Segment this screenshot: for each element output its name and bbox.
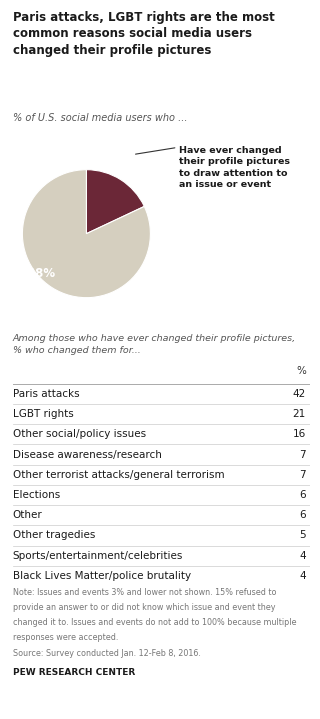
Text: provide an answer to or did not know which issue and event they: provide an answer to or did not know whi…: [13, 603, 275, 613]
Text: Source: Survey conducted Jan. 12-Feb 8, 2016.: Source: Survey conducted Jan. 12-Feb 8, …: [13, 649, 201, 658]
Text: 5: 5: [299, 531, 306, 541]
Text: Other social/policy issues: Other social/policy issues: [13, 429, 146, 439]
Text: responses were accepted.: responses were accepted.: [13, 633, 118, 643]
Text: Elections: Elections: [13, 490, 60, 500]
Wedge shape: [86, 170, 144, 234]
Text: PEW RESEARCH CENTER: PEW RESEARCH CENTER: [13, 668, 135, 677]
Text: %: %: [296, 366, 306, 375]
Text: Paris attacks, LGBT rights are the most
common reasons social media users
change: Paris attacks, LGBT rights are the most …: [13, 11, 275, 57]
Text: 6: 6: [299, 490, 306, 500]
Text: 18%: 18%: [28, 267, 56, 280]
Text: LGBT rights: LGBT rights: [13, 409, 74, 419]
Text: Sports/entertainment/celebrities: Sports/entertainment/celebrities: [13, 551, 183, 561]
Text: % of U.S. social media users who ...: % of U.S. social media users who ...: [13, 113, 187, 123]
Text: 7: 7: [299, 449, 306, 459]
Text: changed it to. Issues and events do not add to 100% because multiple: changed it to. Issues and events do not …: [13, 618, 296, 628]
Wedge shape: [22, 170, 150, 298]
Text: Other: Other: [13, 510, 43, 521]
Text: Paris attacks: Paris attacks: [13, 389, 79, 399]
Text: Have ever changed
their profile pictures
to draw attention to
an issue or event: Have ever changed their profile pictures…: [179, 146, 290, 189]
Text: 4: 4: [299, 551, 306, 561]
Text: 6: 6: [299, 510, 306, 521]
Text: 7: 7: [299, 470, 306, 480]
Text: Among those who have ever changed their profile pictures,
% who changed them for: Among those who have ever changed their …: [13, 334, 296, 355]
Text: 42: 42: [293, 389, 306, 399]
Text: Other tragedies: Other tragedies: [13, 531, 95, 541]
Text: 16: 16: [293, 429, 306, 439]
Text: Black Lives Matter/police brutality: Black Lives Matter/police brutality: [13, 571, 191, 581]
Text: Other terrorist attacks/general terrorism: Other terrorist attacks/general terroris…: [13, 470, 224, 480]
Text: 21: 21: [293, 409, 306, 419]
Text: Disease awareness/research: Disease awareness/research: [13, 449, 162, 459]
Text: Note: Issues and events 3% and lower not shown. 15% refused to: Note: Issues and events 3% and lower not…: [13, 588, 276, 597]
Text: 4: 4: [299, 571, 306, 581]
